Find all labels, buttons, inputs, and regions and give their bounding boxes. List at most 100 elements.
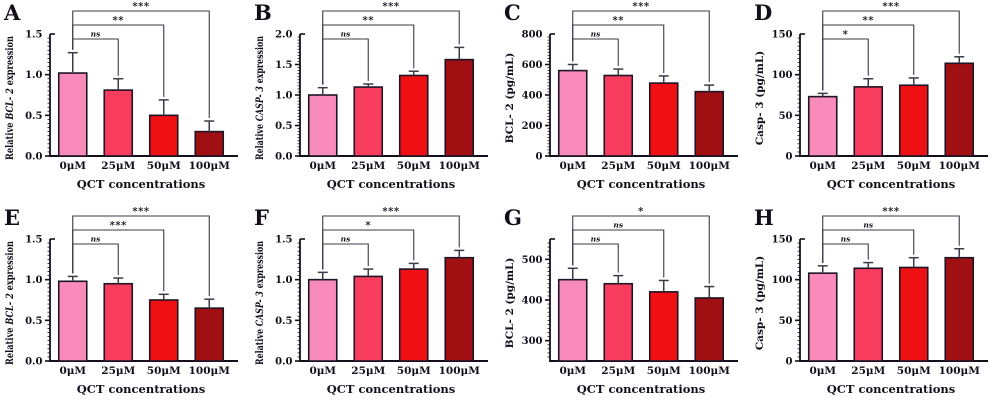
- y-tick-label: 0.0: [275, 152, 292, 163]
- y-axis-title-part: expression: [4, 36, 16, 88]
- x-tick-label: 100μM: [189, 365, 231, 377]
- panel-letter: E: [4, 205, 20, 230]
- bar-25μM: [353, 86, 384, 157]
- y-axis-title: Casp- 3 (pg/mL): [754, 51, 766, 145]
- x-tick-label: 0μM: [59, 160, 86, 172]
- bar-50μM: [398, 74, 429, 157]
- x-axis-title: QCT concentrations: [577, 177, 705, 191]
- y-axis-title-part: BCL- 2 (pg/mL): [504, 53, 516, 144]
- x-tick-label: 100μM: [439, 160, 481, 172]
- y-tick-label: 50: [779, 111, 793, 122]
- chart-svg-B: B 0.0 0.5 1.0 1.5 2.0 0μM 25μM 50μM 100μM QCT conc…: [254, 0, 488, 191]
- bar-0μM: [307, 94, 338, 157]
- bar-50μM: [898, 266, 929, 362]
- chart-svg-E: E 0.0 0.5 1.0 1.5 0μM 25μM 50μM 100μM QCT concent…: [4, 205, 238, 396]
- significance-label: ***: [632, 2, 649, 13]
- significance-label: ns: [91, 30, 101, 39]
- y-axis-title-part: Relative: [254, 121, 266, 160]
- x-axis-title: QCT concentrations: [827, 382, 955, 396]
- x-tick-label: 100μM: [689, 160, 731, 172]
- y-tick-label: 1.5: [25, 30, 42, 41]
- y-tick-label: 50: [779, 316, 793, 327]
- x-tick-label: 25μM: [351, 365, 385, 377]
- significance-label: *: [843, 30, 849, 41]
- bar-50μM: [648, 291, 679, 362]
- x-tick-label: 50μM: [397, 365, 431, 377]
- y-tick-label: 100: [772, 70, 793, 81]
- x-tick-label: 50μM: [897, 365, 931, 377]
- bar-100μM: [944, 62, 975, 157]
- x-axis-title: QCT concentrations: [327, 177, 455, 191]
- bar-25μM: [103, 89, 134, 157]
- significance-label: ns: [591, 30, 601, 39]
- x-tick-label: 25μM: [851, 365, 885, 377]
- x-tick-label: 50μM: [647, 365, 681, 377]
- bar-100μM: [944, 256, 975, 362]
- panel-H: H 0 50 100 150 0μM 25μM 50μM 100μM QCT concentrat…: [750, 205, 1000, 410]
- significance-label: ns: [841, 235, 851, 244]
- significance-label: ***: [132, 207, 149, 218]
- x-tick-label: 100μM: [189, 160, 231, 172]
- bar-100μM: [444, 256, 475, 362]
- y-axis-title-part: CASP- 3: [254, 291, 266, 326]
- bar-0μM: [557, 69, 588, 157]
- significance-label: *: [638, 207, 644, 218]
- significance-label: ns: [91, 235, 101, 244]
- significance-bracket: [322, 38, 369, 85]
- significance-label: ***: [382, 207, 399, 218]
- y-axis-title-part: Casp- 3 (pg/mL): [754, 51, 766, 145]
- significance-bracket: [822, 215, 960, 263]
- y-axis-title: Relative CASP- 3 expression: [254, 36, 266, 160]
- significance-label: *: [365, 221, 371, 232]
- significance-bracket: [572, 10, 710, 83]
- x-tick-label: 0μM: [309, 365, 336, 377]
- y-tick-label: 0: [786, 357, 793, 368]
- y-tick-label: 0.5: [275, 316, 292, 327]
- bar-0μM: [57, 72, 88, 157]
- significance-bracket: [72, 215, 210, 297]
- significance-label: ***: [110, 221, 127, 232]
- x-tick-label: 100μM: [439, 365, 481, 377]
- bar-0μM: [557, 278, 588, 362]
- panel-G: G 300 400 500 0μM 25μM 50μM 100μM QCT concentrat…: [500, 205, 750, 410]
- x-tick-label: 0μM: [59, 365, 86, 377]
- x-tick-label: 0μM: [559, 160, 586, 172]
- significance-label: **: [863, 16, 875, 27]
- bar-50μM: [148, 299, 179, 362]
- panel-A: A 0.0 0.5 1.0 1.5 0μM 25μM 50μM 100μM QCT concent…: [0, 0, 250, 205]
- panel-B: B 0.0 0.5 1.0 1.5 2.0 0μM 25μM 50μM 100μM QCT conc…: [250, 0, 500, 205]
- significance-bracket: [322, 215, 460, 270]
- bar-25μM: [603, 74, 634, 157]
- significance-label: **: [113, 16, 125, 27]
- bar-50μM: [398, 268, 429, 362]
- bar-0μM: [307, 278, 338, 362]
- x-tick-label: 25μM: [601, 160, 635, 172]
- y-tick-label: 400: [522, 91, 543, 102]
- y-tick-label: 1.0: [25, 275, 42, 286]
- chart-svg-H: H 0 50 100 150 0μM 25μM 50μM 100μM QCT concentrat…: [754, 205, 988, 396]
- x-tick-label: 25μM: [851, 160, 885, 172]
- x-tick-label: 0μM: [559, 365, 586, 377]
- bar-50μM: [148, 114, 179, 157]
- significance-bracket: [822, 38, 869, 91]
- significance-label: **: [363, 16, 375, 27]
- significance-label: ns: [591, 235, 601, 244]
- panel-letter: H: [754, 205, 774, 230]
- significance-bracket: [572, 243, 619, 273]
- bar-50μM: [648, 82, 679, 157]
- bar-100μM: [194, 130, 225, 157]
- bar-25μM: [853, 86, 884, 157]
- y-tick-label: 0.5: [25, 111, 42, 122]
- panel-E: E 0.0 0.5 1.0 1.5 0μM 25μM 50μM 100μM QCT concent…: [0, 205, 250, 410]
- bar-25μM: [103, 282, 134, 362]
- x-tick-label: 0μM: [809, 365, 836, 377]
- y-axis-title-part: Relative: [254, 326, 266, 365]
- significance-bracket: [572, 38, 619, 67]
- x-tick-label: 25μM: [101, 365, 135, 377]
- bar-100μM: [194, 307, 225, 362]
- x-tick-label: 50μM: [647, 160, 681, 172]
- panel-letter: D: [754, 0, 772, 25]
- y-tick-label: 100: [772, 275, 793, 286]
- chart-svg-C: C 0 200 400 600 800 0μM 25μM 50μM 100μM QCT concen…: [504, 0, 738, 191]
- y-tick-label: 0: [536, 152, 543, 163]
